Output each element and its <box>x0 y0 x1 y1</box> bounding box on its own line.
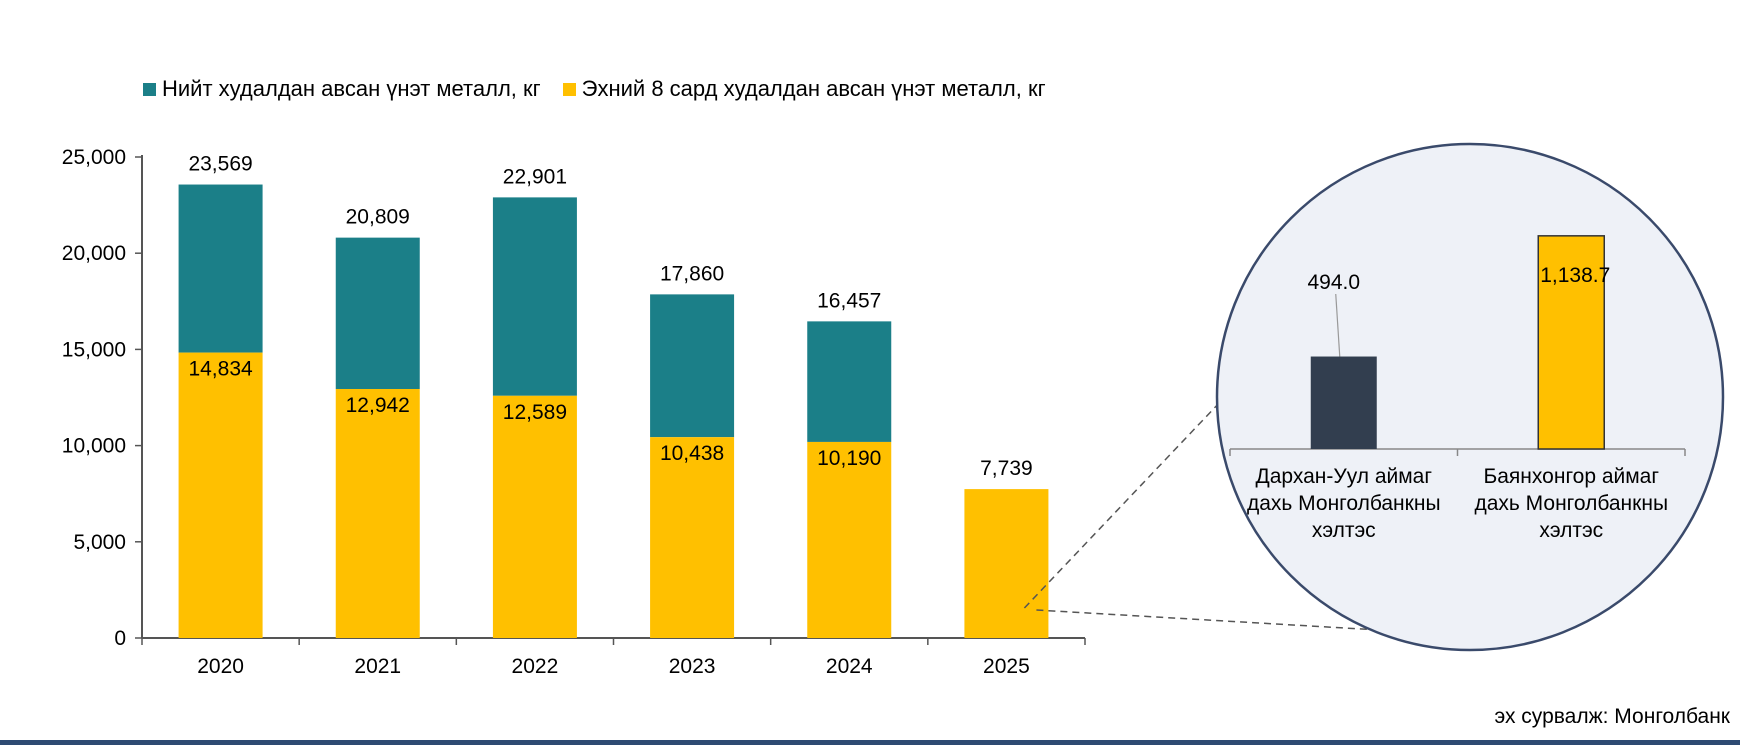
legend-swatch-total <box>143 82 156 96</box>
data-label-total-2021: 20,809 <box>346 206 410 229</box>
legend-swatch-first8 <box>562 82 576 96</box>
inset-category-label-2: Баянхонгор аймаг <box>1483 465 1659 488</box>
inset-bar-1 <box>1310 356 1377 449</box>
y-tick-label: 10,000 <box>62 435 126 458</box>
inset-category-label-1: хэлтэс <box>1312 519 1376 542</box>
bar-total-2021 <box>335 237 420 389</box>
inset-category-label-1: дахь Монголбанкны <box>1247 492 1441 515</box>
y-tick-label: 5,000 <box>73 531 126 554</box>
data-label-total-2022: 22,901 <box>503 165 567 188</box>
y-tick-label: 20,000 <box>62 242 126 265</box>
bottom-rule <box>0 740 1740 745</box>
y-tick-label: 25,000 <box>62 146 126 169</box>
inset-bar-2 <box>1537 235 1605 450</box>
data-label-first8-2020: 14,834 <box>188 358 253 381</box>
legend: Нийт худалдан авсан үнэт металл, кг Эхни… <box>143 76 1068 102</box>
bar-first8-2024 <box>807 441 892 638</box>
zoom-connector-upper <box>1023 399 1223 609</box>
data-label-first8-2023: 10,438 <box>660 442 724 465</box>
data-label-first8-2021: 12,942 <box>346 394 410 417</box>
inset-leader-line <box>1335 293 1341 357</box>
inset-category-label-1: Дархан-Уул аймаг <box>1255 465 1432 488</box>
legend-item-first8: Эхний 8 сард худалдан авсан үнэт металл,… <box>562 76 1046 102</box>
inset-circle <box>1215 142 1725 652</box>
source-note: эх сурвалж: Монголбанк <box>1494 705 1730 728</box>
data-label-total-2023: 17,860 <box>660 262 724 285</box>
bar-total-2020 <box>178 184 263 353</box>
y-tick-label: 0 <box>114 627 126 650</box>
inset-data-label-2: 1,138.7 <box>1540 264 1610 287</box>
inset-category-label-2: хэлтэс <box>1539 519 1603 542</box>
x-tick-label-2024: 2024 <box>826 655 873 678</box>
legend-label-first8: Эхний 8 сард худалдан авсан үнэт металл,… <box>581 76 1046 101</box>
bar-total-2022 <box>492 197 577 396</box>
inset-category-label-2: дахь Монголбанкны <box>1474 492 1668 515</box>
x-tick-label-2023: 2023 <box>669 655 716 678</box>
x-tick-label-2025: 2025 <box>983 655 1030 678</box>
y-tick-label: 15,000 <box>62 338 126 361</box>
x-tick-label-2022: 2022 <box>512 655 559 678</box>
legend-item-total: Нийт худалдан авсан үнэт металл, кг <box>143 76 541 102</box>
bar-first8-2023 <box>650 437 735 638</box>
data-label-first8-2024: 10,190 <box>817 447 881 470</box>
bar-first8-2020 <box>178 352 263 638</box>
legend-label-total: Нийт худалдан авсан үнэт металл, кг <box>162 76 541 101</box>
bar-total-2024 <box>807 321 892 442</box>
x-tick-label-2020: 2020 <box>197 655 244 678</box>
bar-first8-2025 <box>964 489 1049 638</box>
data-label-total-2020: 23,569 <box>188 153 252 176</box>
bar-first8-2021 <box>335 388 420 638</box>
x-tick-label-2021: 2021 <box>354 655 401 678</box>
data-label-total-2024: 16,457 <box>817 289 881 312</box>
data-label-first8-2022: 12,589 <box>503 401 567 424</box>
inset-data-label-1: 494.0 <box>1307 271 1360 294</box>
bar-total-2023 <box>650 294 735 438</box>
data-label-first8-2025: 7,739 <box>980 457 1033 480</box>
zoom-connector-lower <box>1036 609 1397 632</box>
bar-first8-2022 <box>492 395 577 638</box>
